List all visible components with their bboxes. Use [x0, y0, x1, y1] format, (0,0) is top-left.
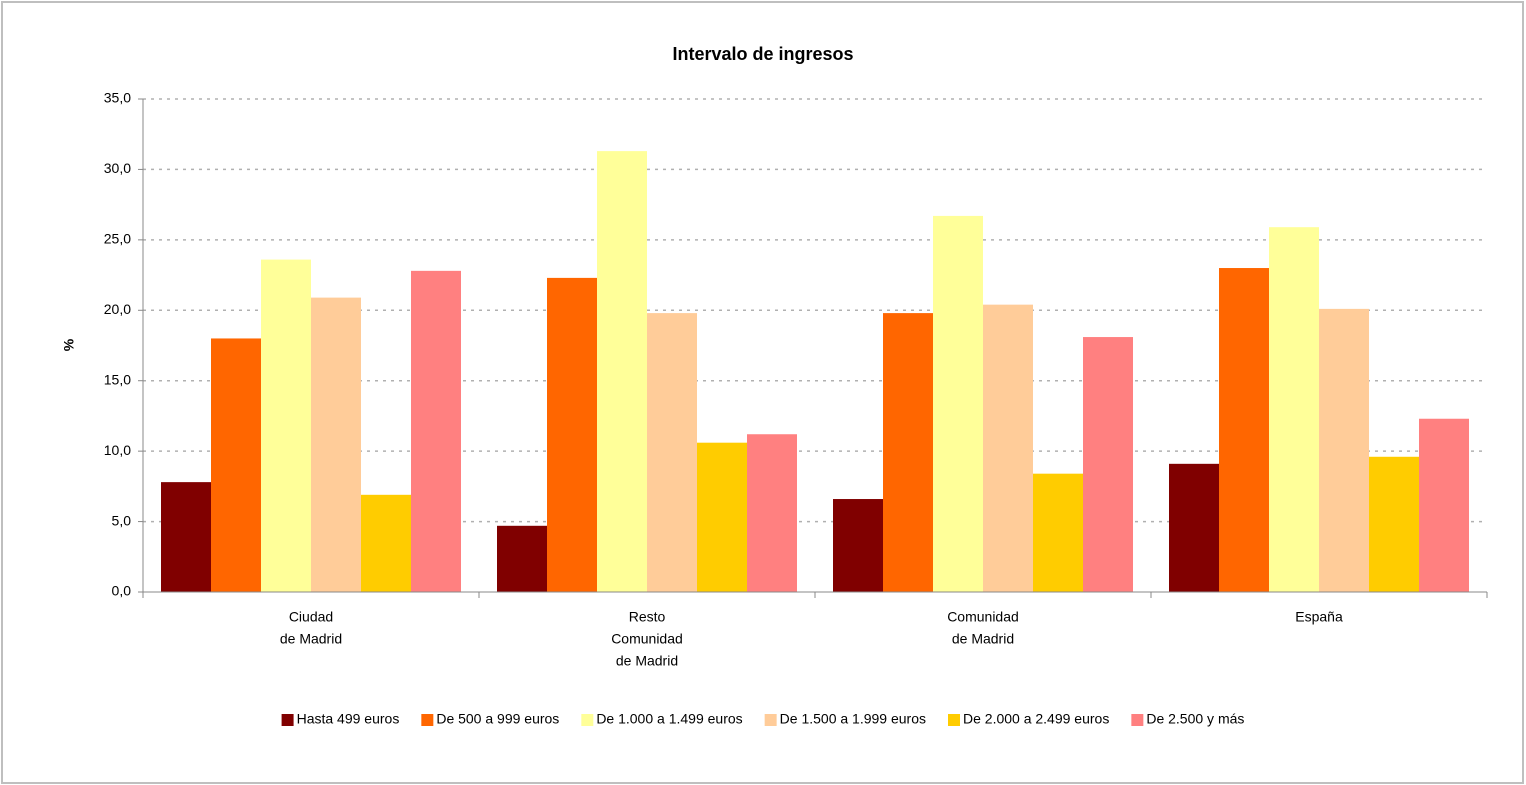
bar [547, 277, 597, 592]
bar [411, 270, 461, 592]
y-tick-label: 10,0 [104, 442, 131, 458]
bar [883, 313, 933, 592]
legend-label: De 2.000 a 2.499 euros [963, 711, 1109, 727]
legend-label: De 1.500 a 1.999 euros [780, 711, 926, 727]
y-tick-label: 25,0 [104, 231, 131, 247]
x-tick-label: de Madrid [616, 653, 678, 669]
y-axis-label: % [61, 338, 77, 351]
bar [1269, 227, 1319, 592]
bar [361, 494, 411, 592]
bar [1319, 308, 1369, 592]
bar [747, 434, 797, 592]
legend-label: De 500 a 999 euros [436, 711, 559, 727]
legend-swatch [421, 714, 434, 726]
legend-swatch [581, 714, 594, 726]
x-tick-label: España [1295, 609, 1343, 625]
bar [697, 442, 747, 592]
bar [161, 482, 211, 592]
x-tick-label: Comunidad [611, 631, 683, 647]
bar [1169, 463, 1219, 592]
y-tick-label: 5,0 [112, 512, 132, 528]
x-tick-label: Resto [629, 609, 666, 625]
bar [211, 338, 261, 592]
y-tick-label: 20,0 [104, 301, 131, 317]
bar [983, 304, 1033, 592]
y-tick-label: 35,0 [104, 90, 131, 106]
legend-label: De 2.500 y más [1146, 711, 1244, 727]
legend-swatch [948, 714, 960, 726]
x-tick-label: de Madrid [280, 631, 342, 647]
legend-label: Hasta 499 euros [297, 711, 400, 727]
bar [1033, 473, 1083, 592]
bar [1369, 456, 1419, 592]
x-tick-label: Ciudad [289, 609, 333, 625]
bar [1083, 337, 1133, 592]
bar [1419, 418, 1469, 592]
legend-swatch [1131, 714, 1144, 726]
y-tick-label: 15,0 [104, 371, 131, 387]
legend-label: De 1.000 a 1.499 euros [596, 711, 742, 727]
bar [497, 525, 547, 592]
legend-swatch [281, 714, 294, 726]
x-tick-label: Comunidad [947, 609, 1019, 625]
bar [933, 215, 983, 592]
bar [311, 297, 361, 592]
x-tick-label: de Madrid [952, 631, 1014, 647]
chart-title: Intervalo de ingresos [672, 44, 853, 64]
bar [597, 151, 647, 593]
y-tick-label: 30,0 [104, 160, 131, 176]
bar [647, 313, 697, 592]
bar [261, 259, 311, 592]
y-tick-label: 0,0 [112, 583, 132, 599]
legend-swatch [764, 714, 777, 726]
bar [1219, 268, 1269, 592]
bar [833, 499, 883, 592]
